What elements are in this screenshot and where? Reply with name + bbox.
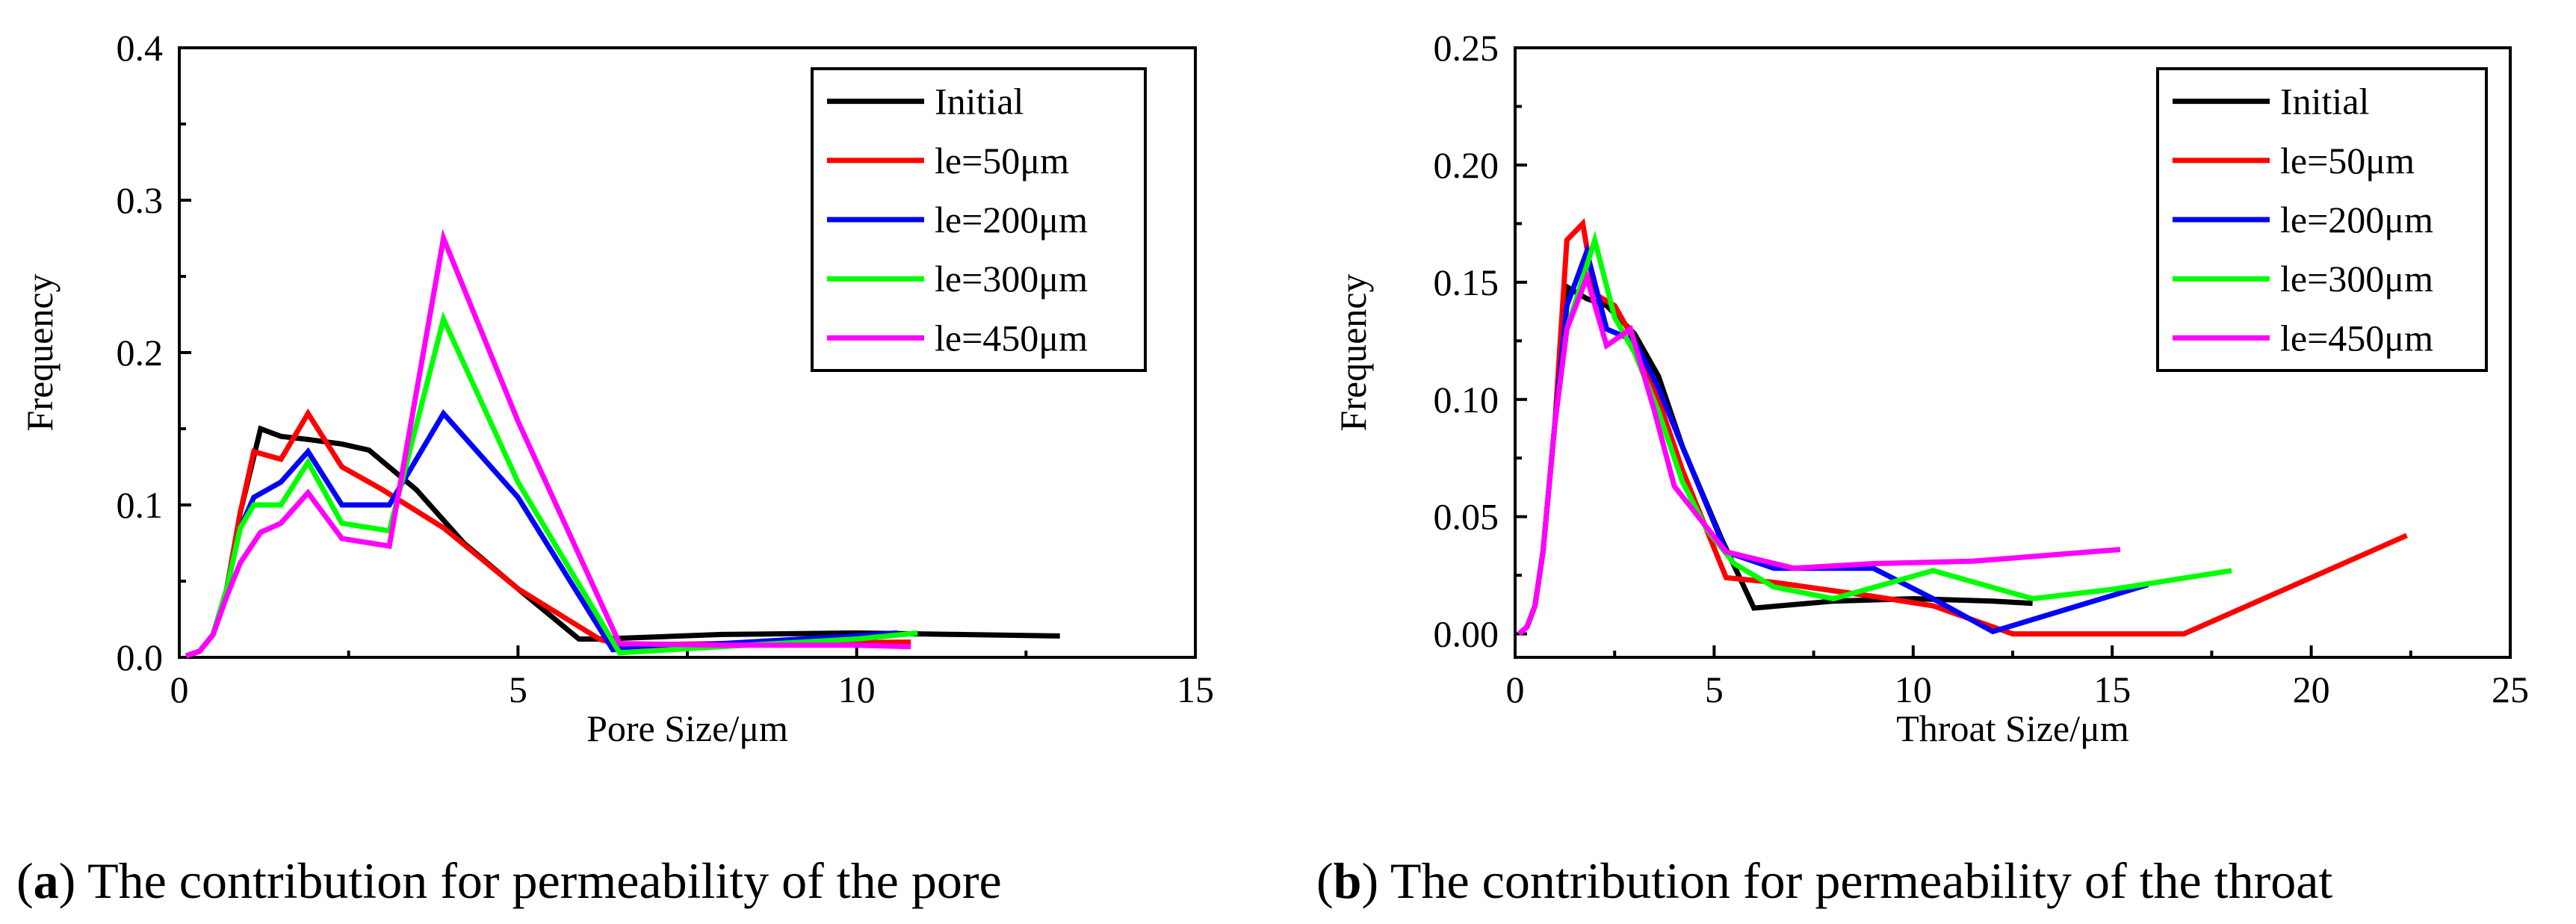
- y-tick-label: 0.4: [117, 27, 164, 69]
- legend-label-2: le=50μm: [935, 140, 1069, 182]
- x-tick-label: 25: [2492, 669, 2529, 710]
- x-tick-label: 10: [1895, 669, 1932, 710]
- legend-label-2: le=50μm: [2280, 140, 2415, 182]
- x-tick-label: 5: [1705, 669, 1724, 710]
- x-tick-label: 15: [2093, 669, 2131, 710]
- series-line-4: [185, 311, 918, 659]
- x-tick-label: 0: [1506, 669, 1525, 710]
- y-tick-label: 0.1: [117, 484, 164, 526]
- y-tick-label: 0.20: [1434, 144, 1499, 186]
- y-axis-label: Frequency: [19, 273, 61, 431]
- x-tick-label: 5: [509, 669, 527, 710]
- legend: Initial le=50μm le=200μm le=300μm le=450μm: [2156, 67, 2488, 372]
- x-axis-label: Throat Size/μm: [1896, 707, 2129, 749]
- legend-label-1: Initial: [935, 81, 1024, 123]
- legend-label-1: Initial: [2280, 81, 2369, 123]
- caption-b-letter: b: [1333, 852, 1362, 909]
- series-line-4: [1517, 230, 2232, 636]
- y-tick-label: 0.25: [1434, 27, 1499, 69]
- x-tick-label: 0: [170, 669, 189, 710]
- legend-label-5: le=450μm: [2280, 317, 2433, 359]
- series-line-5: [185, 229, 911, 659]
- legend-label-4: le=300μm: [2280, 258, 2433, 300]
- caption-b-text: The contribution for permeability of the…: [1378, 852, 2333, 909]
- legend-label-5: le=450μm: [935, 317, 1088, 359]
- legend: Initial le=50μm le=200μm le=300μm le=450μm: [811, 67, 1147, 372]
- x-axis-label: Pore Size/μm: [586, 707, 788, 749]
- y-tick-label: 0.15: [1434, 261, 1499, 303]
- caption-a-text: The contribution for permeability of the…: [75, 852, 1002, 909]
- legend-label-3: le=200μm: [2280, 199, 2433, 241]
- y-tick-label: 0.2: [117, 332, 164, 373]
- y-tick-label: 0.10: [1434, 379, 1499, 421]
- legend-label-4: le=300μm: [935, 258, 1088, 300]
- series-line-3: [185, 409, 898, 659]
- y-tick-label: 0.00: [1434, 613, 1499, 655]
- x-tick-label: 10: [838, 669, 876, 710]
- chart-a: 0 5 10 15 0.0 0.1 0.2 0.3 0.4 Pore Size/μm Frequen…: [19, 27, 1214, 749]
- series-line-5: [1517, 269, 2121, 636]
- y-tick-label: 0.3: [117, 179, 164, 221]
- y-tick-label: 0.05: [1434, 496, 1499, 538]
- caption-a: (a) The contribution for permeability of…: [16, 852, 1002, 909]
- y-axis-label: Frequency: [1332, 273, 1374, 431]
- x-tick-label: 20: [2293, 669, 2330, 710]
- y-tick-label: 0.0: [117, 636, 164, 678]
- chart-b: 0 5 10 15 20 25 0.00 0.05 0.10 0.15 0.20 0.25 Throat…: [1332, 27, 2529, 749]
- caption-a-letter: a: [33, 852, 59, 909]
- caption-b: (b) The contribution for permeability of…: [1316, 852, 2333, 909]
- x-tick-label: 15: [1177, 669, 1214, 710]
- legend-label-3: le=200μm: [935, 199, 1088, 241]
